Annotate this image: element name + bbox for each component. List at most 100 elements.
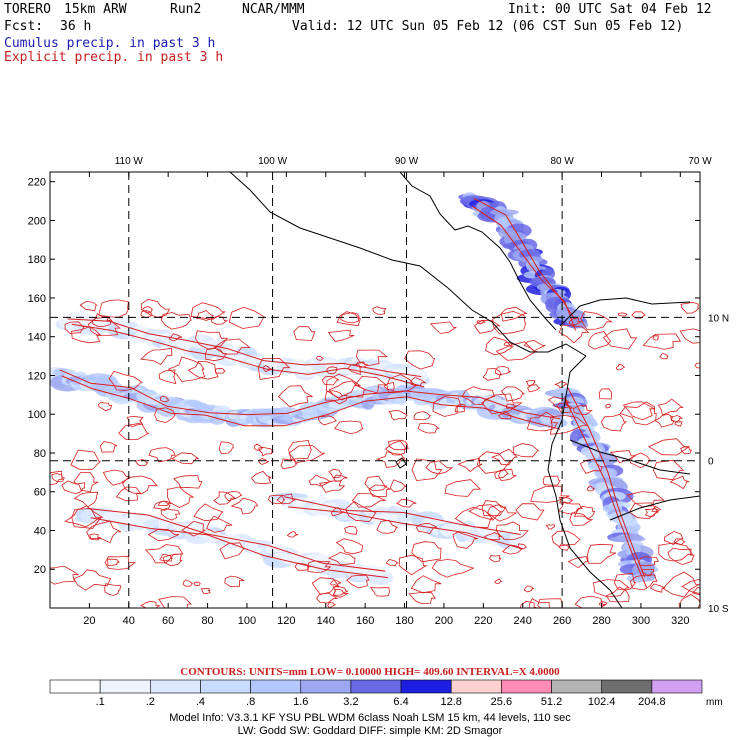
contour-line — [473, 197, 576, 320]
y-tick-label: 40 — [34, 525, 46, 537]
precip-cell — [367, 570, 394, 585]
contour-ring — [346, 574, 370, 589]
contour-ring — [369, 587, 390, 597]
contour-ring — [162, 553, 183, 567]
contour-ring — [190, 302, 227, 320]
contour-ring — [87, 316, 121, 337]
contour-ring — [558, 543, 571, 551]
contour-ring — [344, 525, 358, 535]
contour-ring — [425, 460, 454, 475]
contour-ring — [500, 386, 526, 402]
contour-ring — [600, 413, 628, 432]
contour-ring — [368, 484, 391, 498]
contour-ring — [330, 579, 342, 587]
contour-ring — [495, 521, 529, 541]
contour-ring — [354, 375, 388, 394]
contour-ring — [487, 504, 518, 522]
contour-ring — [573, 505, 596, 519]
contour-ring — [158, 596, 192, 608]
y-tick-label: 20 — [34, 564, 46, 576]
contour-ring — [79, 301, 99, 312]
x-tick-label: 160 — [356, 615, 374, 627]
x-tick-label: 280 — [592, 615, 610, 627]
contour-ring — [336, 311, 361, 327]
contour-ring — [324, 390, 348, 405]
contour-ring — [410, 575, 442, 594]
colorbar-swatch — [501, 679, 552, 694]
contour-ring — [503, 341, 513, 347]
colorbar-swatch — [450, 679, 502, 694]
contour-ring — [557, 501, 583, 515]
contour-ring — [598, 601, 608, 607]
contour-ring — [556, 402, 574, 414]
contour-ring — [497, 411, 512, 420]
contour-line — [567, 387, 646, 578]
contour-ring — [619, 401, 657, 426]
contour-ring — [480, 393, 523, 415]
contour-ring — [618, 312, 628, 317]
contour-ring — [50, 565, 80, 585]
latitude-label: 0 — [708, 457, 714, 468]
contour-ring — [288, 439, 313, 460]
contour-ring — [193, 503, 224, 522]
contour-ring — [102, 469, 131, 486]
colorbar-level: .8 — [246, 696, 255, 708]
contour-ring — [364, 475, 388, 491]
contour-line — [288, 506, 522, 549]
contour-line — [61, 375, 561, 430]
model-name: TORERO — [4, 2, 51, 17]
precip-cell — [575, 321, 589, 329]
colorbar-swatch — [551, 679, 602, 694]
contour-ring — [667, 547, 695, 566]
contour-ring — [142, 306, 154, 314]
contour-ring — [408, 591, 436, 605]
contour-ring — [258, 458, 269, 465]
x-tick-label: 260 — [553, 615, 571, 627]
contour-ring — [166, 486, 195, 508]
contour-ring — [431, 559, 475, 578]
contour-ring — [307, 560, 332, 573]
colorbar-level: 25.6 — [491, 696, 512, 708]
contour-line — [59, 369, 560, 420]
contour-ring — [542, 475, 561, 486]
contour-ring — [494, 469, 510, 480]
y-tick-label: 180 — [28, 254, 46, 266]
contour-ring — [680, 301, 700, 314]
precip-cell — [172, 523, 192, 530]
contour-ring — [547, 396, 571, 409]
contour-ring — [528, 598, 553, 608]
colorbar-swatch — [601, 679, 653, 694]
contour-ring — [669, 475, 690, 490]
contour-line — [284, 496, 521, 535]
contour-ring — [70, 449, 101, 470]
coastlines — [229, 172, 700, 608]
contour-ring — [527, 384, 541, 393]
y-tick-label: 200 — [28, 215, 46, 227]
contour-line — [71, 323, 425, 388]
coastline-central-america — [229, 172, 587, 357]
contour-ring — [181, 520, 207, 537]
contour-ring — [651, 505, 662, 512]
colorbar: .1 .2 .4 .8 1.6 3.2 6.4 12.8 25.6 51.2 102.4 204.8 m… — [49, 679, 723, 708]
contour-ring — [213, 338, 251, 355]
contour-ring — [308, 474, 332, 487]
contour-ring — [588, 331, 612, 350]
colorbar-level: 1.6 — [293, 696, 308, 708]
contour-ring — [554, 381, 568, 389]
contour-ring — [523, 339, 546, 352]
contour-ring — [213, 491, 236, 505]
precip-cell — [616, 517, 638, 527]
longitude-label: 100 W — [258, 156, 287, 167]
contour-ring — [512, 443, 540, 458]
colorbar-level: 51.2 — [541, 696, 562, 708]
contour-ring — [206, 515, 233, 533]
contour-ring — [73, 491, 99, 508]
contour-ring — [328, 380, 367, 401]
precip-cell — [203, 530, 222, 543]
x-tick-label: 200 — [435, 615, 453, 627]
longitude-label: 90 W — [395, 156, 419, 167]
contour-ring — [325, 373, 362, 399]
y-tick-label: 220 — [28, 177, 46, 189]
contour-ring — [482, 367, 502, 381]
contour-ring — [629, 452, 652, 469]
